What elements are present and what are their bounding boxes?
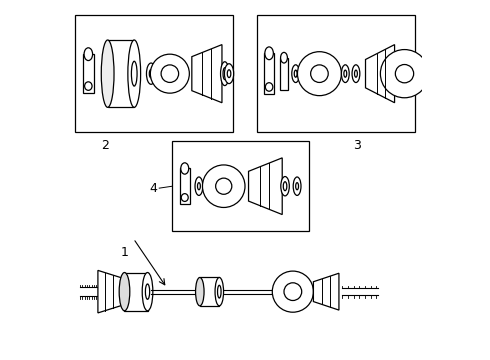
Polygon shape [248,158,282,215]
Bar [180,168,190,204]
Circle shape [311,65,328,82]
Circle shape [161,65,179,82]
Ellipse shape [119,273,130,311]
Ellipse shape [84,48,93,60]
Ellipse shape [181,194,188,202]
Ellipse shape [224,64,234,84]
Polygon shape [192,45,222,103]
Ellipse shape [395,69,399,78]
Circle shape [380,50,429,98]
Ellipse shape [196,278,204,306]
Circle shape [272,271,314,312]
Ellipse shape [128,40,141,107]
Bar [124,273,147,311]
Ellipse shape [342,65,349,82]
Bar [257,15,415,132]
Bar [280,58,288,90]
Ellipse shape [146,284,149,299]
Ellipse shape [393,64,402,83]
Text: 4: 4 [149,182,157,195]
Ellipse shape [283,182,287,191]
Ellipse shape [352,65,360,82]
Text: 1: 1 [121,246,128,258]
Ellipse shape [355,70,357,77]
Ellipse shape [101,40,114,107]
Bar [172,141,309,231]
Ellipse shape [181,163,189,174]
Ellipse shape [147,63,156,84]
Ellipse shape [215,278,223,306]
Ellipse shape [142,273,153,311]
Circle shape [284,283,302,301]
Ellipse shape [195,177,203,195]
Ellipse shape [344,70,347,77]
Bar [264,53,274,94]
Polygon shape [366,45,394,103]
Circle shape [202,165,245,207]
Bar [108,40,134,107]
Ellipse shape [294,70,297,77]
Polygon shape [314,273,339,310]
Ellipse shape [295,183,298,190]
Ellipse shape [227,70,231,77]
Ellipse shape [220,62,229,86]
Text: 2: 2 [101,139,109,152]
Ellipse shape [266,83,273,91]
Ellipse shape [85,82,92,90]
Ellipse shape [131,61,137,86]
Text: 3: 3 [353,139,361,152]
Ellipse shape [292,65,299,82]
Circle shape [297,52,342,96]
Ellipse shape [218,285,221,298]
Polygon shape [98,270,122,313]
Ellipse shape [223,68,226,80]
Ellipse shape [197,183,200,190]
Circle shape [150,54,189,93]
Ellipse shape [265,47,273,60]
Bar [75,15,233,132]
Ellipse shape [293,177,301,195]
Circle shape [395,64,414,83]
Circle shape [216,178,232,194]
Bar [200,278,220,306]
Ellipse shape [281,176,289,196]
Bar [83,54,94,93]
Ellipse shape [281,53,288,63]
Ellipse shape [149,69,153,78]
